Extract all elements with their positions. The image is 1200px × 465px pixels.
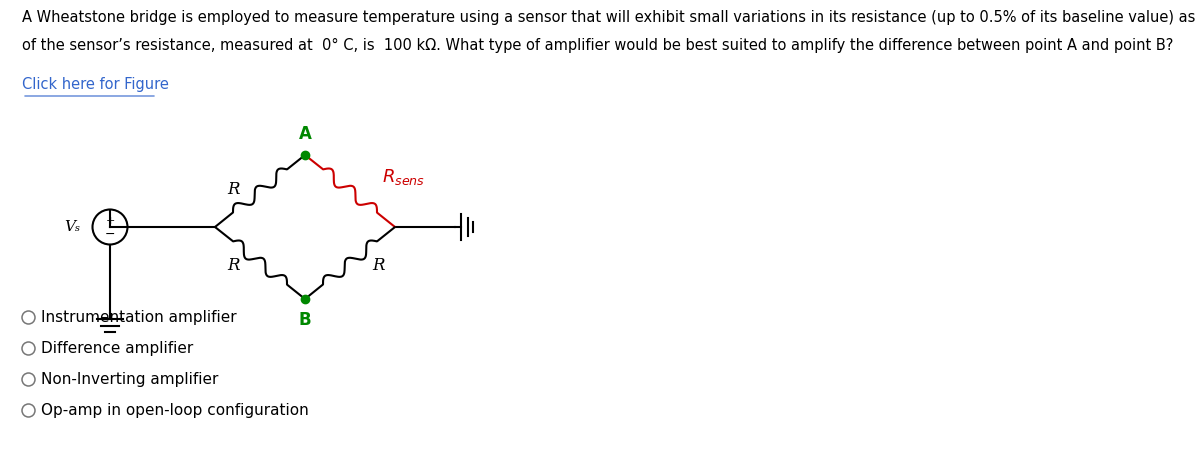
Text: Difference amplifier: Difference amplifier: [41, 341, 193, 356]
Text: of the sensor’s resistance, measured at  0° C, is  100 kΩ. What type of amplifie: of the sensor’s resistance, measured at …: [22, 38, 1174, 53]
Text: Vₛ: Vₛ: [64, 220, 80, 234]
Text: $R_{sens}$: $R_{sens}$: [382, 167, 425, 187]
Text: A Wheatstone bridge is employed to measure temperature using a sensor that will : A Wheatstone bridge is employed to measu…: [22, 10, 1200, 25]
Text: B: B: [299, 311, 311, 329]
Text: R: R: [228, 180, 240, 198]
Text: +: +: [106, 215, 115, 226]
Text: Instrumentation amplifier: Instrumentation amplifier: [41, 310, 236, 325]
Text: Click here for Figure: Click here for Figure: [22, 77, 169, 92]
Text: R: R: [372, 257, 384, 273]
Text: A: A: [299, 125, 312, 143]
Text: R: R: [228, 257, 240, 273]
Text: −: −: [104, 227, 115, 240]
Text: Op-amp in open-loop configuration: Op-amp in open-loop configuration: [41, 403, 308, 418]
Text: Non-Inverting amplifier: Non-Inverting amplifier: [41, 372, 218, 387]
